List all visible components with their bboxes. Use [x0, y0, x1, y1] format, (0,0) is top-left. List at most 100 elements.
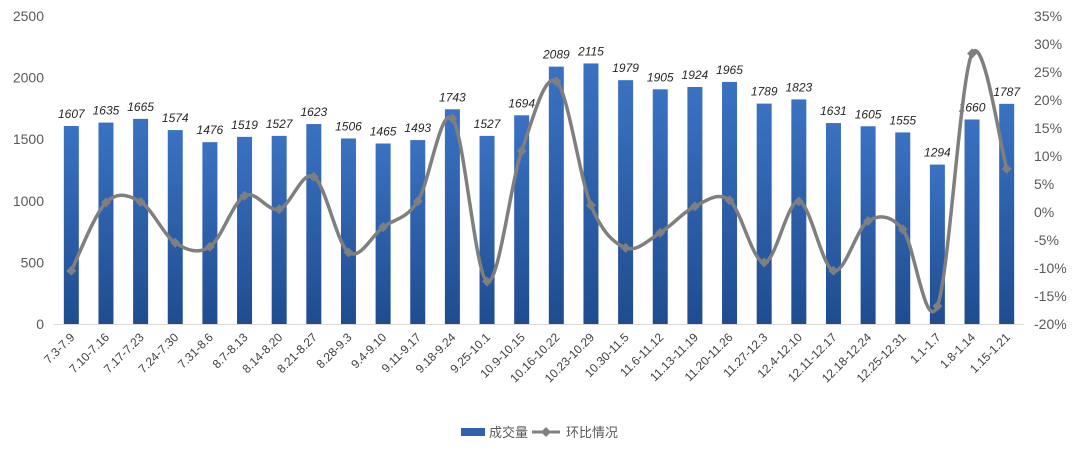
line-point-11.20-11.26	[724, 195, 735, 206]
line-point-11.13-11.19	[689, 201, 700, 212]
line-point-9.11-9.17	[412, 196, 423, 207]
line-point-11.27-12.3	[759, 257, 770, 268]
right-axis-tick-label: 10%	[1034, 148, 1062, 164]
line-point-8.7-8.13	[239, 190, 250, 201]
right-axis-tick-label: 20%	[1034, 92, 1062, 108]
bar-7.24-7.30	[167, 130, 183, 324]
line-point-8.21-8.27	[308, 171, 319, 182]
line-point-12.11-12.17	[828, 265, 839, 276]
bar-value-label: 1607	[58, 107, 86, 121]
x-tick-label: 7.31-8.6	[175, 330, 216, 371]
right-axis-tick-label: 5%	[1034, 176, 1054, 192]
bar-7.3-7.9	[63, 126, 79, 324]
line-point-12.25-12.31	[897, 224, 908, 235]
left-axis: 0 500 1000 1500 2000 2500	[13, 8, 44, 332]
right-axis-tick-label: -15%	[1034, 288, 1067, 304]
bar-value-label: 1823	[785, 80, 812, 94]
bar-value-label: 1631	[820, 104, 847, 118]
bar-series	[63, 63, 1015, 325]
bar-12.11-12.17	[825, 123, 841, 325]
bar-value-label: 1294	[924, 146, 951, 160]
left-axis-tick-label: 0	[36, 316, 44, 332]
line-point-10.9-10.15	[516, 145, 527, 156]
bar-value-label: 1623	[300, 105, 327, 119]
line-point-7.31-8.6	[204, 241, 215, 252]
legend: 成交量 环比情况	[461, 425, 618, 440]
line-series	[66, 48, 1012, 314]
bar-value-label: 1660	[959, 100, 986, 114]
bar-8.28-9.3	[340, 138, 356, 324]
bar-value-label: 1574	[162, 111, 189, 125]
bar-value-label: 1527	[474, 117, 502, 131]
line-point-7.24-7.30	[170, 237, 181, 248]
x-tick-label: 8.28-9.3	[314, 330, 355, 371]
bar-1.1-1.7	[929, 164, 945, 324]
line-point-12.4-12.10	[793, 196, 804, 207]
bar-value-label: 1965	[716, 63, 743, 77]
bar-value-label: 1694	[508, 96, 535, 110]
line-point-1.15-1.21	[1001, 163, 1012, 174]
right-axis-tick-label: 25%	[1034, 64, 1062, 80]
left-axis-tick-label: 500	[21, 254, 45, 270]
bar-value-label: 1924	[682, 68, 709, 82]
bar-12.4-12.10	[791, 99, 807, 324]
bar-value-label: 2089	[542, 48, 570, 62]
bar-8.7-8.13	[237, 136, 253, 324]
bar-7.17-7.23	[133, 118, 149, 324]
bar-value-label: 1555	[889, 113, 916, 127]
legend-line-label: 环比情况	[566, 425, 618, 440]
bar-9.25-10.1	[479, 135, 495, 324]
bar-value-label: 1905	[647, 70, 674, 84]
bar-11.27-12.3	[756, 103, 772, 324]
line-point-1.1-1.7	[932, 301, 943, 312]
left-axis-tick-label: 2000	[13, 70, 44, 86]
line-point-7.3-7.9	[66, 265, 77, 276]
bar-value-label: 1789	[751, 85, 778, 99]
bar-value-label: 1493	[404, 121, 431, 135]
bar-value-label: 2115	[577, 44, 604, 58]
bar-8.14-8.20	[271, 135, 287, 324]
bar-value-label: 1665	[127, 100, 154, 114]
bar-9.11-9.17	[410, 140, 426, 324]
bar-value-label: 1519	[231, 118, 258, 132]
bar-value-label: 1465	[370, 125, 397, 139]
legend-bar-label: 成交量	[489, 425, 528, 440]
bar-value-label: 1979	[612, 61, 639, 75]
line-point-8.14-8.20	[274, 204, 285, 215]
bar-11.6-11.12	[652, 89, 668, 324]
line-point-1.8-1.14	[967, 48, 978, 59]
line-point-10.16-10.22	[551, 76, 562, 87]
bar-10.30-11.5	[618, 80, 634, 325]
bar-10.16-10.22	[548, 66, 564, 325]
line-point-9.18-9.24	[447, 113, 458, 124]
bar-value-label: 1605	[855, 107, 882, 121]
right-axis: -20% -15% -10% -5% 0% 5% 10% 15% 20% 25% 30% 35%	[1034, 8, 1067, 332]
bar-8.21-8.27	[306, 124, 322, 324]
right-axis-tick-label: -20%	[1034, 316, 1067, 332]
legend-bar-swatch	[461, 428, 485, 436]
bar-data-labels: 1607 1635 1665 1574 1476 1519 1527 1623 1506 1465…	[58, 44, 1021, 159]
line-point-7.10-7.16	[100, 197, 111, 208]
line-point-10.30-11.5	[620, 242, 631, 253]
line-point-11.6-11.12	[655, 227, 666, 238]
bar-9.18-9.24	[444, 109, 460, 325]
bar-value-label: 1476	[197, 123, 224, 137]
bar-value-label: 1787	[993, 85, 1021, 99]
right-axis-tick-label: 30%	[1034, 36, 1062, 52]
bar-value-label: 1506	[335, 119, 362, 133]
bar-7.31-8.6	[202, 142, 218, 324]
right-axis-tick-label: 0%	[1034, 204, 1054, 220]
bar-7.10-7.16	[98, 122, 114, 325]
line-point-8.28-9.3	[343, 247, 354, 258]
bar-10.23-10.29	[583, 63, 599, 324]
right-axis-tick-label: 15%	[1034, 120, 1062, 136]
line-point-9.25-10.1	[482, 276, 493, 287]
right-axis-tick-label: -10%	[1034, 260, 1067, 276]
right-axis-tick-label: 35%	[1034, 8, 1062, 24]
line-point-7.17-7.23	[135, 196, 146, 207]
line-point-9.4-9.10	[378, 222, 389, 233]
bar-1.8-1.14	[964, 119, 980, 324]
bar-9.4-9.10	[375, 143, 391, 324]
